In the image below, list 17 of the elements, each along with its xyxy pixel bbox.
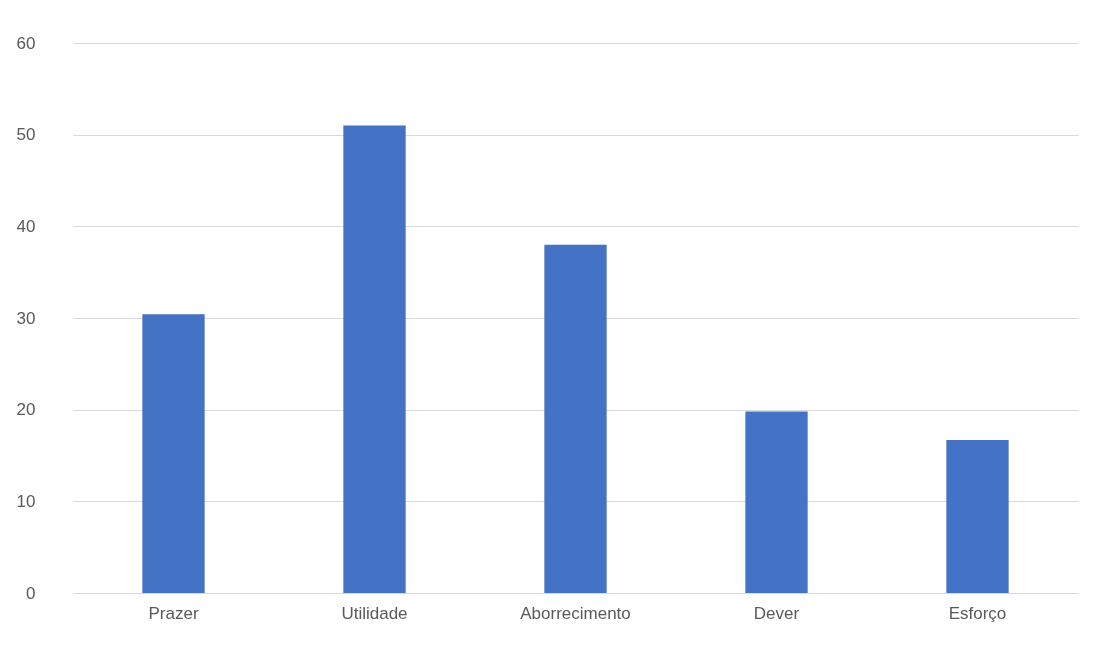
bar: [142, 314, 205, 593]
bar: [745, 411, 808, 593]
x-tick-label: Dever: [753, 603, 800, 623]
y-tick-label: 30: [16, 308, 36, 328]
x-tick-label: Utilidade: [341, 603, 408, 623]
y-tick-label: 50: [16, 125, 36, 145]
y-tick-label: 60: [16, 33, 36, 53]
y-tick-label: 10: [16, 491, 36, 511]
y-tick-label: 0: [26, 583, 36, 603]
x-tick-label: Aborrecimento: [520, 603, 631, 623]
x-tick-label: Prazer: [148, 603, 199, 623]
bar: [544, 244, 607, 593]
y-tick-label: 20: [16, 400, 36, 420]
bar: [946, 439, 1009, 593]
bar: [343, 125, 406, 593]
y-tick-label: 40: [16, 216, 36, 236]
x-tick-label: Esforço: [948, 603, 1007, 623]
